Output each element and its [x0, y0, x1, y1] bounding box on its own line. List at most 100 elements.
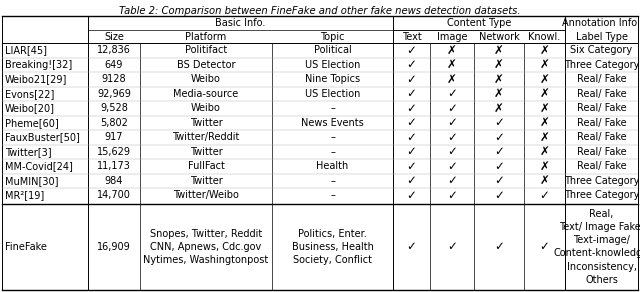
- Text: 9128: 9128: [102, 74, 126, 84]
- Text: Annotation Info.: Annotation Info.: [563, 18, 640, 28]
- Text: ✗: ✗: [540, 145, 549, 158]
- Text: ✗: ✗: [447, 58, 457, 71]
- Text: Nine Topics: Nine Topics: [305, 74, 360, 84]
- Text: Image: Image: [436, 32, 467, 41]
- Text: Basic Info.: Basic Info.: [215, 18, 266, 28]
- Text: 14,700: 14,700: [97, 190, 131, 200]
- Text: ✗: ✗: [540, 174, 549, 187]
- Text: ✓: ✓: [447, 131, 457, 144]
- Text: Content Type: Content Type: [447, 18, 511, 28]
- Text: Three Category: Three Category: [564, 60, 639, 70]
- Text: Twitter[3]: Twitter[3]: [5, 147, 52, 157]
- Text: ✓: ✓: [494, 160, 504, 173]
- Text: ✓: ✓: [406, 44, 417, 57]
- Text: Three Category: Three Category: [564, 190, 639, 200]
- Text: 917: 917: [105, 132, 124, 142]
- Text: Pheme[60]: Pheme[60]: [5, 118, 59, 128]
- Text: Twitter: Twitter: [189, 147, 222, 157]
- Text: ✗: ✗: [540, 131, 549, 144]
- Text: ✓: ✓: [447, 240, 457, 253]
- Text: –: –: [330, 132, 335, 142]
- Text: ✓: ✓: [447, 116, 457, 129]
- Text: 984: 984: [105, 176, 123, 186]
- Text: Real/ Fake: Real/ Fake: [577, 132, 627, 142]
- Text: –: –: [330, 103, 335, 113]
- Text: 16,909: 16,909: [97, 242, 131, 252]
- Text: Twitter: Twitter: [189, 176, 222, 186]
- Text: ✓: ✓: [406, 58, 417, 71]
- Text: Weibo: Weibo: [191, 103, 221, 113]
- Text: Three Category: Three Category: [564, 176, 639, 186]
- Text: Breaking![32]: Breaking![32]: [5, 60, 72, 70]
- Text: Real/ Fake: Real/ Fake: [577, 118, 627, 128]
- Text: Real/ Fake: Real/ Fake: [577, 89, 627, 99]
- Text: Network: Network: [479, 32, 520, 41]
- Text: ✗: ✗: [540, 116, 549, 129]
- Text: FineFake: FineFake: [5, 242, 47, 252]
- Text: FullFact: FullFact: [188, 161, 225, 171]
- Text: ✓: ✓: [406, 240, 417, 253]
- Text: ✓: ✓: [406, 131, 417, 144]
- Text: ✓: ✓: [447, 189, 457, 202]
- Text: Twitter/Reddit: Twitter/Reddit: [172, 132, 240, 142]
- Text: ✓: ✓: [447, 145, 457, 158]
- Text: ✓: ✓: [406, 189, 417, 202]
- Text: ✗: ✗: [447, 73, 457, 86]
- Text: ✓: ✓: [494, 116, 504, 129]
- Text: ✓: ✓: [406, 174, 417, 187]
- Text: ✗: ✗: [540, 44, 549, 57]
- Text: ✓: ✓: [406, 87, 417, 100]
- Text: ✓: ✓: [406, 116, 417, 129]
- Text: ✓: ✓: [494, 145, 504, 158]
- Text: ✓: ✓: [406, 102, 417, 115]
- Text: Real/ Fake: Real/ Fake: [577, 161, 627, 171]
- Text: Size: Size: [104, 32, 124, 41]
- Text: ✗: ✗: [540, 160, 549, 173]
- Text: ✗: ✗: [447, 44, 457, 57]
- Text: MR²[19]: MR²[19]: [5, 190, 44, 200]
- Text: 9,528: 9,528: [100, 103, 128, 113]
- Text: ✗: ✗: [540, 102, 549, 115]
- Text: 5,802: 5,802: [100, 118, 128, 128]
- Text: Politics, Enter.
Business, Health
Society, Conflict: Politics, Enter. Business, Health Societ…: [292, 229, 373, 265]
- Text: –: –: [330, 147, 335, 157]
- Text: ✓: ✓: [447, 87, 457, 100]
- Text: Twitter/Weibo: Twitter/Weibo: [173, 190, 239, 200]
- Text: Political: Political: [314, 45, 351, 55]
- Text: Weibo[20]: Weibo[20]: [5, 103, 55, 113]
- Text: ✓: ✓: [494, 131, 504, 144]
- Text: US Election: US Election: [305, 60, 360, 70]
- Text: Health: Health: [316, 161, 349, 171]
- Text: Label Type: Label Type: [575, 32, 627, 41]
- Text: US Election: US Election: [305, 89, 360, 99]
- Text: Politifact: Politifact: [185, 45, 227, 55]
- Text: Text: Text: [402, 32, 421, 41]
- Text: BS Detector: BS Detector: [177, 60, 236, 70]
- Text: Snopes, Twitter, Reddit
CNN, Apnews, Cdc.gov
Nytimes, Washingtonpost: Snopes, Twitter, Reddit CNN, Apnews, Cdc…: [143, 229, 269, 265]
- Text: ✗: ✗: [494, 73, 504, 86]
- Text: News Events: News Events: [301, 118, 364, 128]
- Text: ✗: ✗: [540, 58, 549, 71]
- Text: Real/ Fake: Real/ Fake: [577, 103, 627, 113]
- Text: ✓: ✓: [494, 189, 504, 202]
- Text: ✓: ✓: [447, 160, 457, 173]
- Text: Twitter: Twitter: [189, 118, 222, 128]
- Text: 92,969: 92,969: [97, 89, 131, 99]
- Text: 15,629: 15,629: [97, 147, 131, 157]
- Text: ✓: ✓: [406, 73, 417, 86]
- Text: ✓: ✓: [447, 174, 457, 187]
- Text: –: –: [330, 176, 335, 186]
- Text: LIAR[45]: LIAR[45]: [5, 45, 47, 55]
- Text: Platform: Platform: [186, 32, 227, 41]
- Text: Real,
Text/ Image Fake,
Text-image/
Content-knowledge
Inconsistency,
Others: Real, Text/ Image Fake, Text-image/ Cont…: [554, 209, 640, 285]
- Text: 12,836: 12,836: [97, 45, 131, 55]
- Text: Weibo21[29]: Weibo21[29]: [5, 74, 67, 84]
- Text: 649: 649: [105, 60, 123, 70]
- Text: Media-source: Media-source: [173, 89, 239, 99]
- Text: Real/ Fake: Real/ Fake: [577, 74, 627, 84]
- Text: MM-Covid[24]: MM-Covid[24]: [5, 161, 73, 171]
- Text: ✓: ✓: [447, 102, 457, 115]
- Text: ✓: ✓: [406, 160, 417, 173]
- Text: ✗: ✗: [540, 87, 549, 100]
- Text: Knowl.: Knowl.: [529, 32, 561, 41]
